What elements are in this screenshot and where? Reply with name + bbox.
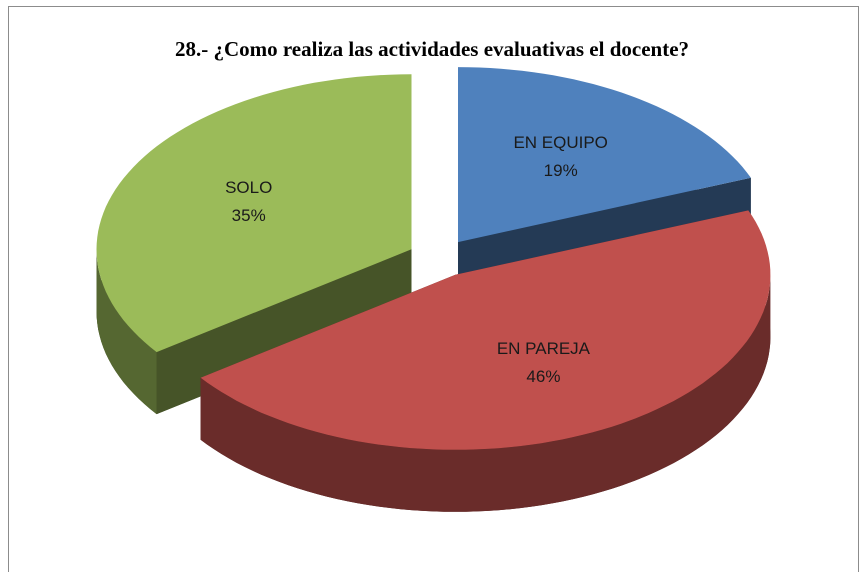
slice-side bbox=[200, 274, 771, 512]
data-label-category: SOLO bbox=[225, 178, 272, 197]
chart-title: 28.- ¿Como realiza las actividades evalu… bbox=[175, 37, 689, 61]
slice-side bbox=[96, 249, 157, 415]
slice bbox=[96, 74, 412, 353]
data-label: 46% bbox=[526, 367, 560, 386]
data-label-category: EN EQUIPO bbox=[513, 133, 607, 152]
slice bbox=[200, 210, 771, 450]
slice bbox=[458, 67, 751, 243]
data-label-category: EN PAREJA bbox=[497, 339, 591, 358]
data-label: 19% bbox=[544, 161, 578, 180]
pie: EN EQUIPO 19% SOLO 35% EN PAREJA 46% bbox=[96, 67, 771, 512]
slice: EN PAREJA 46% bbox=[200, 210, 771, 512]
data-label: 35% bbox=[232, 206, 266, 225]
